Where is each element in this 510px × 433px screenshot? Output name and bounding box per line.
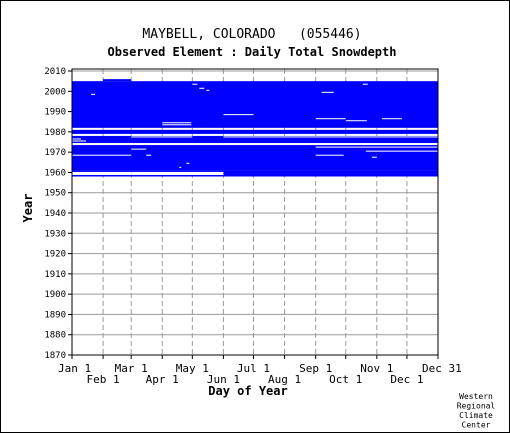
missing-segment-28 [186, 162, 190, 164]
missing-segment-22 [199, 87, 205, 89]
missing-segment-14 [162, 122, 192, 124]
y-tick-label-1910: 1910 [44, 270, 66, 280]
coverage-block-3 [72, 81, 438, 128]
credit-line-2: Climate [459, 411, 493, 420]
missing-segment-0 [72, 171, 132, 175]
y-tick-label-1900: 1900 [44, 290, 66, 300]
missing-segment-8 [315, 146, 407, 148]
missing-segment-19 [381, 118, 402, 120]
missing-segment-3 [72, 154, 132, 156]
missing-segment-11 [131, 148, 147, 150]
missing-segment-10 [406, 146, 438, 148]
y-tick-label-1950: 1950 [44, 189, 66, 199]
y-tick-labels: 1870 1880 1890 1900 1910 1920 1930 1940 1950 1960… [44, 67, 66, 361]
chart-subtitle: Observed Element : Daily Total Snowdepth [108, 45, 397, 59]
coverage-block-0 [72, 170, 438, 177]
x-tick-label-213: Aug 1 [268, 373, 301, 386]
x-tick-label-121: May 1 [176, 362, 209, 375]
x-tick-label-274: Oct 1 [329, 373, 362, 386]
coverage-data [72, 79, 438, 177]
x-tick-label-32: Feb 1 [87, 373, 120, 386]
coverage-block-2 [72, 129, 438, 134]
x-tick-label-91: Apr 1 [146, 373, 179, 386]
x-tick-label-305: Nov 1 [360, 362, 393, 375]
y-tick-label-1940: 1940 [44, 209, 66, 219]
missing-segment-21 [192, 83, 198, 85]
x-tick-label-1: Jan 1 [58, 362, 91, 375]
missing-segment-24 [362, 83, 368, 85]
y-axis-label: Year [21, 194, 35, 223]
x-axis-label: Day of Year [208, 384, 287, 398]
credit-line-3: Center [462, 421, 491, 430]
missing-segment-6 [72, 140, 87, 142]
y-tick-label-1970: 1970 [44, 148, 66, 158]
y-tick-label-1870: 1870 [44, 351, 66, 361]
y-tick-label-1990: 1990 [44, 108, 66, 118]
missing-segment-2 [72, 171, 74, 175]
x-tick-label-60: Mar 1 [115, 362, 148, 375]
y-tick-label-1890: 1890 [44, 310, 66, 320]
missing-segment-5 [72, 143, 438, 146]
x-tick-label-152: Jun 1 [207, 373, 240, 386]
chart-title: MAYBELL, COLORADO (055446) [142, 27, 361, 42]
missing-segment-25 [321, 91, 334, 93]
missing-segment-17 [315, 118, 346, 120]
credit-line-1: Regional [457, 402, 496, 411]
coverage-block-4 [103, 79, 132, 82]
missing-segment-13 [223, 136, 438, 138]
y-tick-label-1880: 1880 [44, 331, 66, 341]
y-tick-label-2000: 2000 [44, 87, 66, 97]
x-tick-label-182: Jul 1 [237, 362, 270, 375]
missing-segment-26 [146, 154, 152, 156]
missing-segment-4 [315, 154, 344, 156]
missing-segment-7 [72, 138, 82, 140]
missing-segment-18 [345, 120, 367, 122]
y-tick-label-1920: 1920 [44, 250, 66, 260]
axes-box [71, 68, 439, 356]
missing-segment-16 [223, 114, 254, 116]
y-tick-label-1960: 1960 [44, 168, 66, 178]
y-tick-label-2010: 2010 [44, 67, 66, 77]
axes [68, 68, 439, 359]
missing-segment-1 [131, 171, 224, 175]
missing-segment-23 [206, 89, 210, 91]
x-tick-label-335: Dec 1 [390, 373, 423, 386]
missing-segment-20 [91, 93, 96, 95]
missing-segment-15 [162, 124, 192, 126]
missing-segment-27 [179, 166, 182, 168]
missing-segment-29 [371, 156, 377, 158]
x-tick-label-244: Sep 1 [299, 362, 332, 375]
y-tick-label-1980: 1980 [44, 128, 66, 138]
coverage-block-1 [72, 135, 438, 171]
missing-segment-12 [131, 136, 193, 138]
x-tick-label-366: Dec 31 [422, 362, 462, 375]
credit-line-0: Western [459, 392, 493, 401]
missing-segment-9 [365, 150, 438, 152]
y-tick-label-1930: 1930 [44, 229, 66, 239]
